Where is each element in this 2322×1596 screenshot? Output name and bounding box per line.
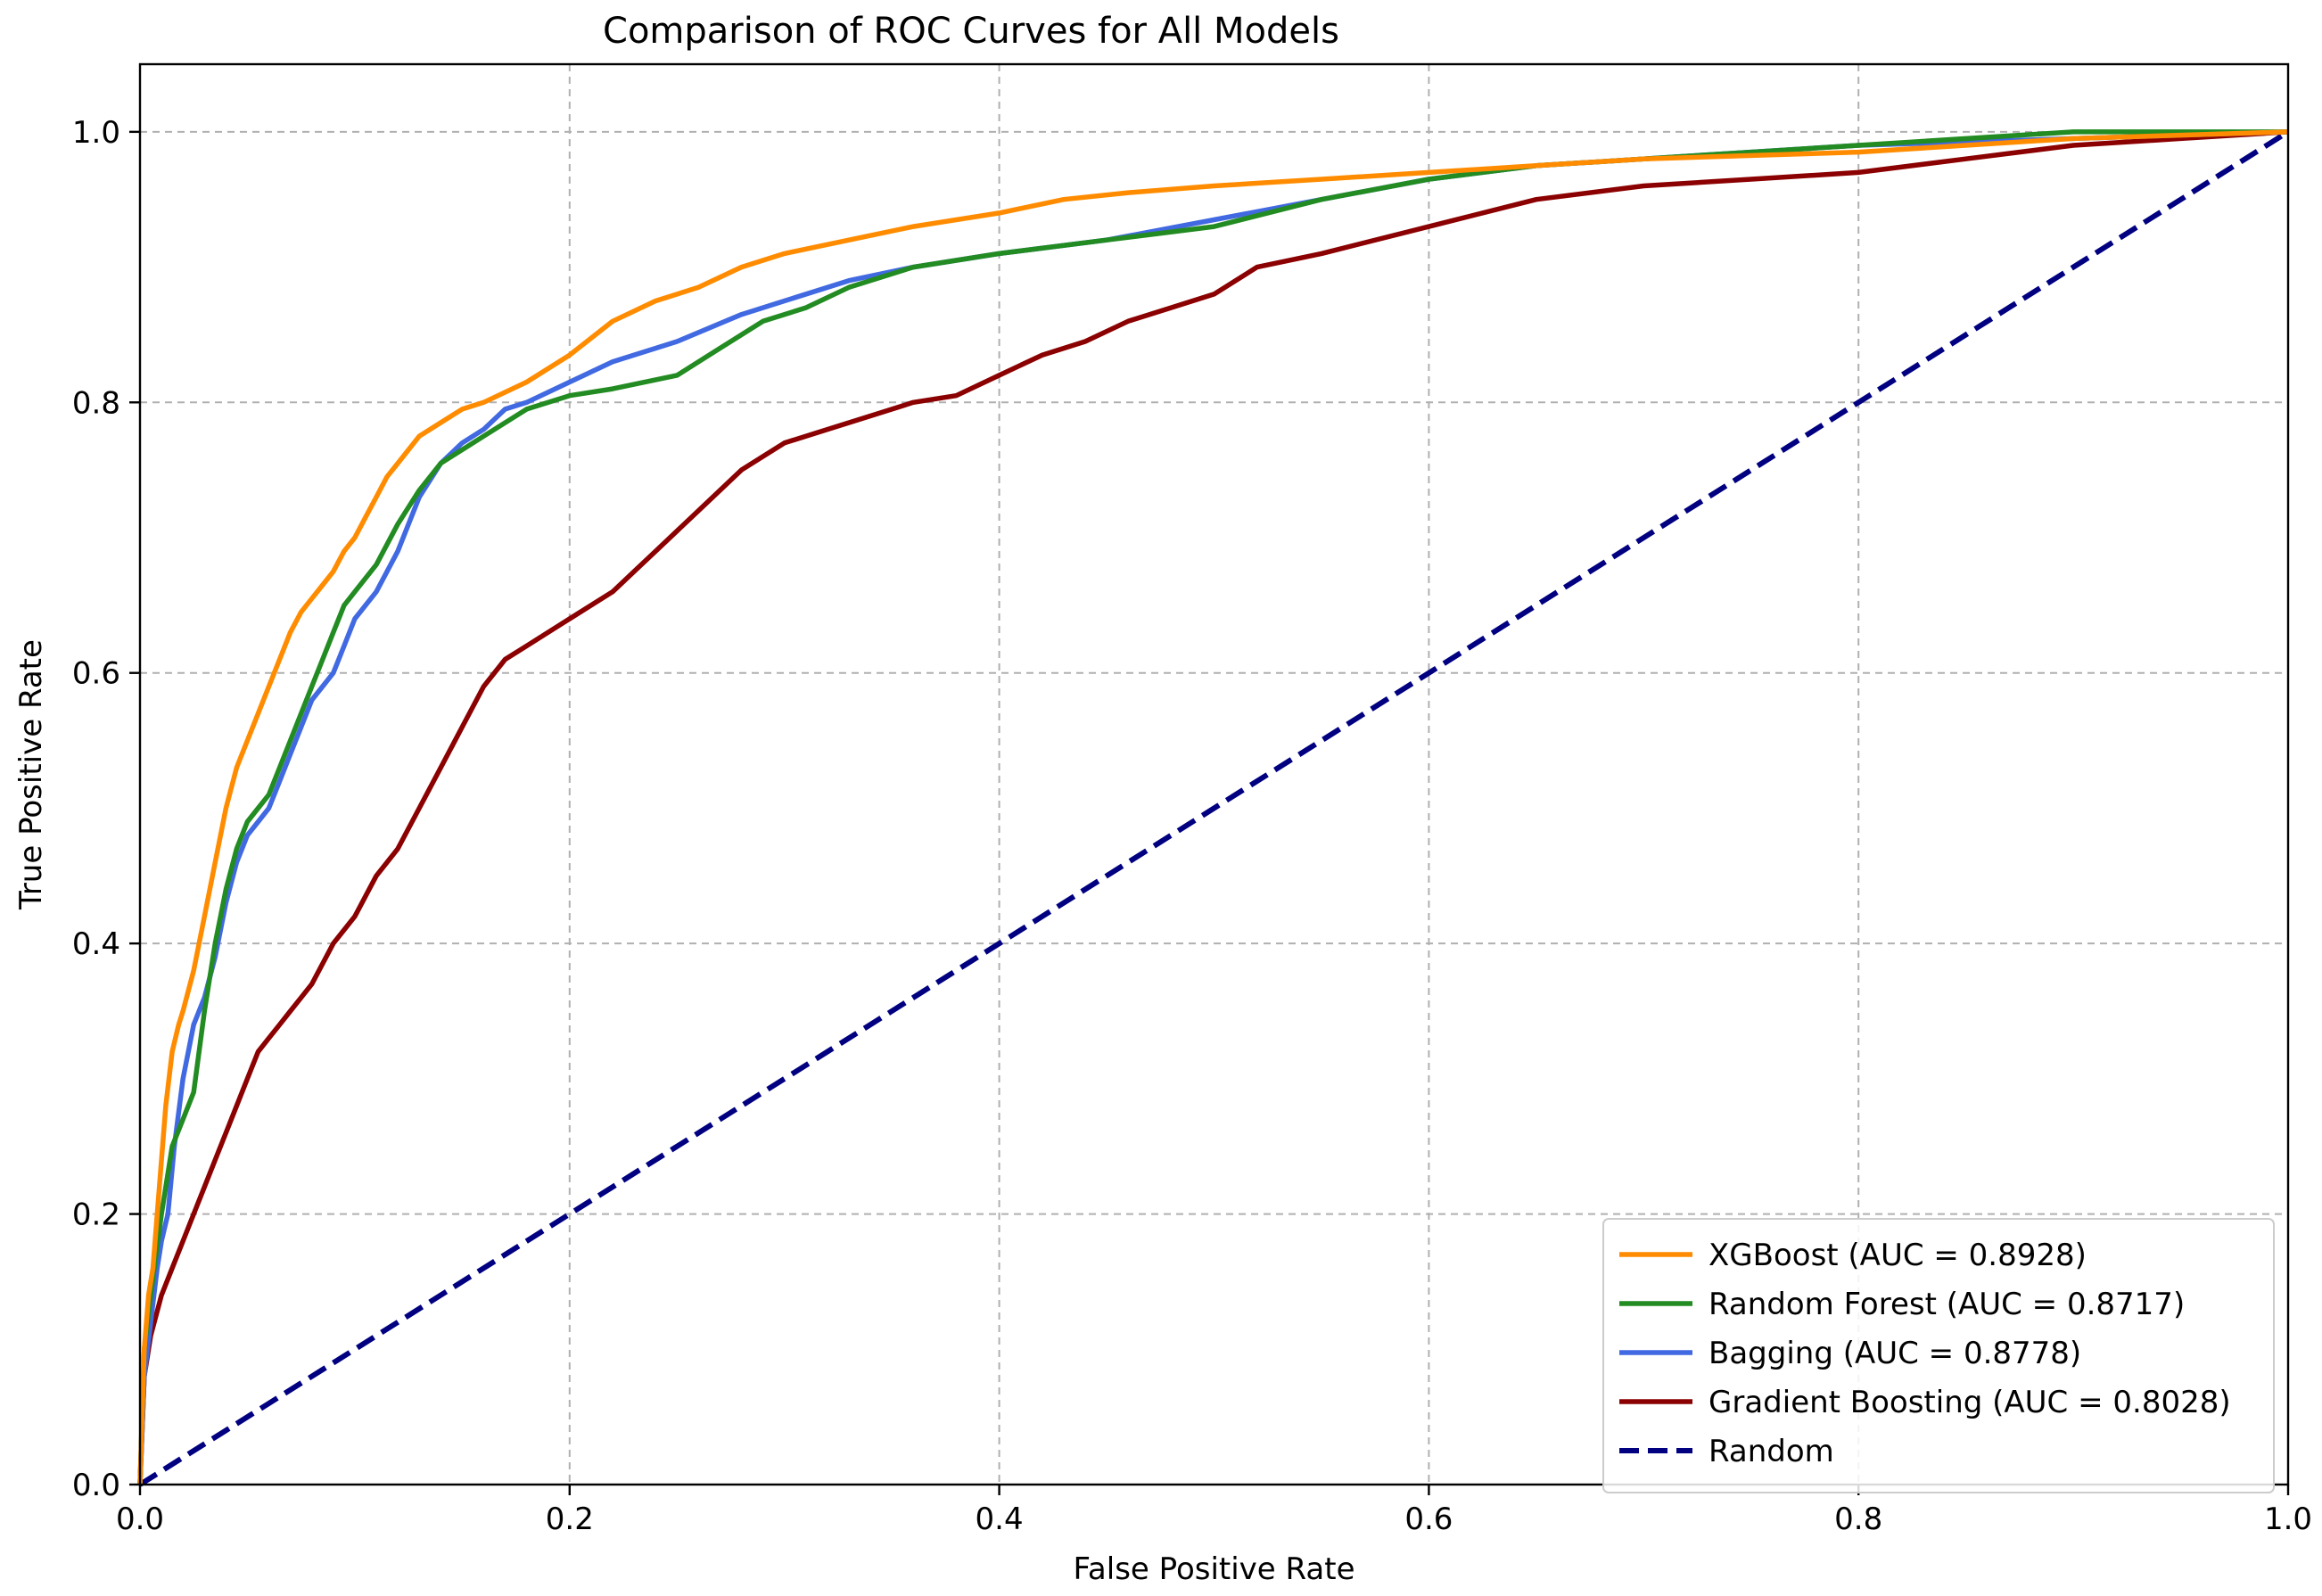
series-layer	[137, 129, 2289, 1485]
x-tick-label: 1.0	[2264, 1501, 2312, 1537]
y-axis-label: True Positive Rate	[13, 639, 49, 910]
series-line-random-forest	[137, 129, 2288, 1485]
x-tick-label: 0.6	[1404, 1501, 1453, 1537]
legend-label: Gradient Boosting (AUC = 0.8028)	[1709, 1385, 2231, 1420]
y-tick-label: 0.2	[72, 1197, 120, 1233]
chart-title: Comparison of ROC Curves for All Models	[603, 11, 1339, 52]
y-tick-label: 0.6	[72, 656, 120, 692]
series-line-xgboost	[137, 129, 2289, 1485]
y-tick-label: 0.8	[72, 385, 120, 421]
x-tick-label: 0.0	[116, 1501, 164, 1537]
legend-label: Random	[1709, 1434, 1834, 1469]
legend-label: Bagging (AUC = 0.8778)	[1709, 1336, 2081, 1371]
y-tick-label: 1.0	[72, 115, 120, 151]
x-tick-label: 0.8	[1834, 1501, 1882, 1537]
plot-frame	[138, 62, 2290, 1486]
legend-label: Random Forest (AUC = 0.8717)	[1709, 1287, 2185, 1322]
series-line-random	[138, 129, 2290, 1487]
x-tick-label: 0.4	[976, 1501, 1024, 1537]
series-line-gradient-boosting	[137, 129, 2289, 1485]
x-tick-label: 0.2	[546, 1501, 594, 1537]
y-tick-label: 0.0	[72, 1468, 120, 1503]
y-tick-label: 0.4	[72, 926, 120, 962]
legend-label: XGBoost (AUC = 0.8928)	[1709, 1238, 2087, 1273]
random-diagonal-layer	[138, 129, 2290, 1487]
x-axis-label: False Positive Rate	[1074, 1551, 1355, 1587]
legend: XGBoost (AUC = 0.8928) Random Forest (AUC…	[1602, 1218, 2275, 1493]
axis-ticks: 0.0 0.2 0.4 0.6 0.8 1.0 0.0 0.2 0.4 0.6 0.8 1.0	[72, 115, 2312, 1537]
legend-box	[1602, 1218, 2275, 1493]
